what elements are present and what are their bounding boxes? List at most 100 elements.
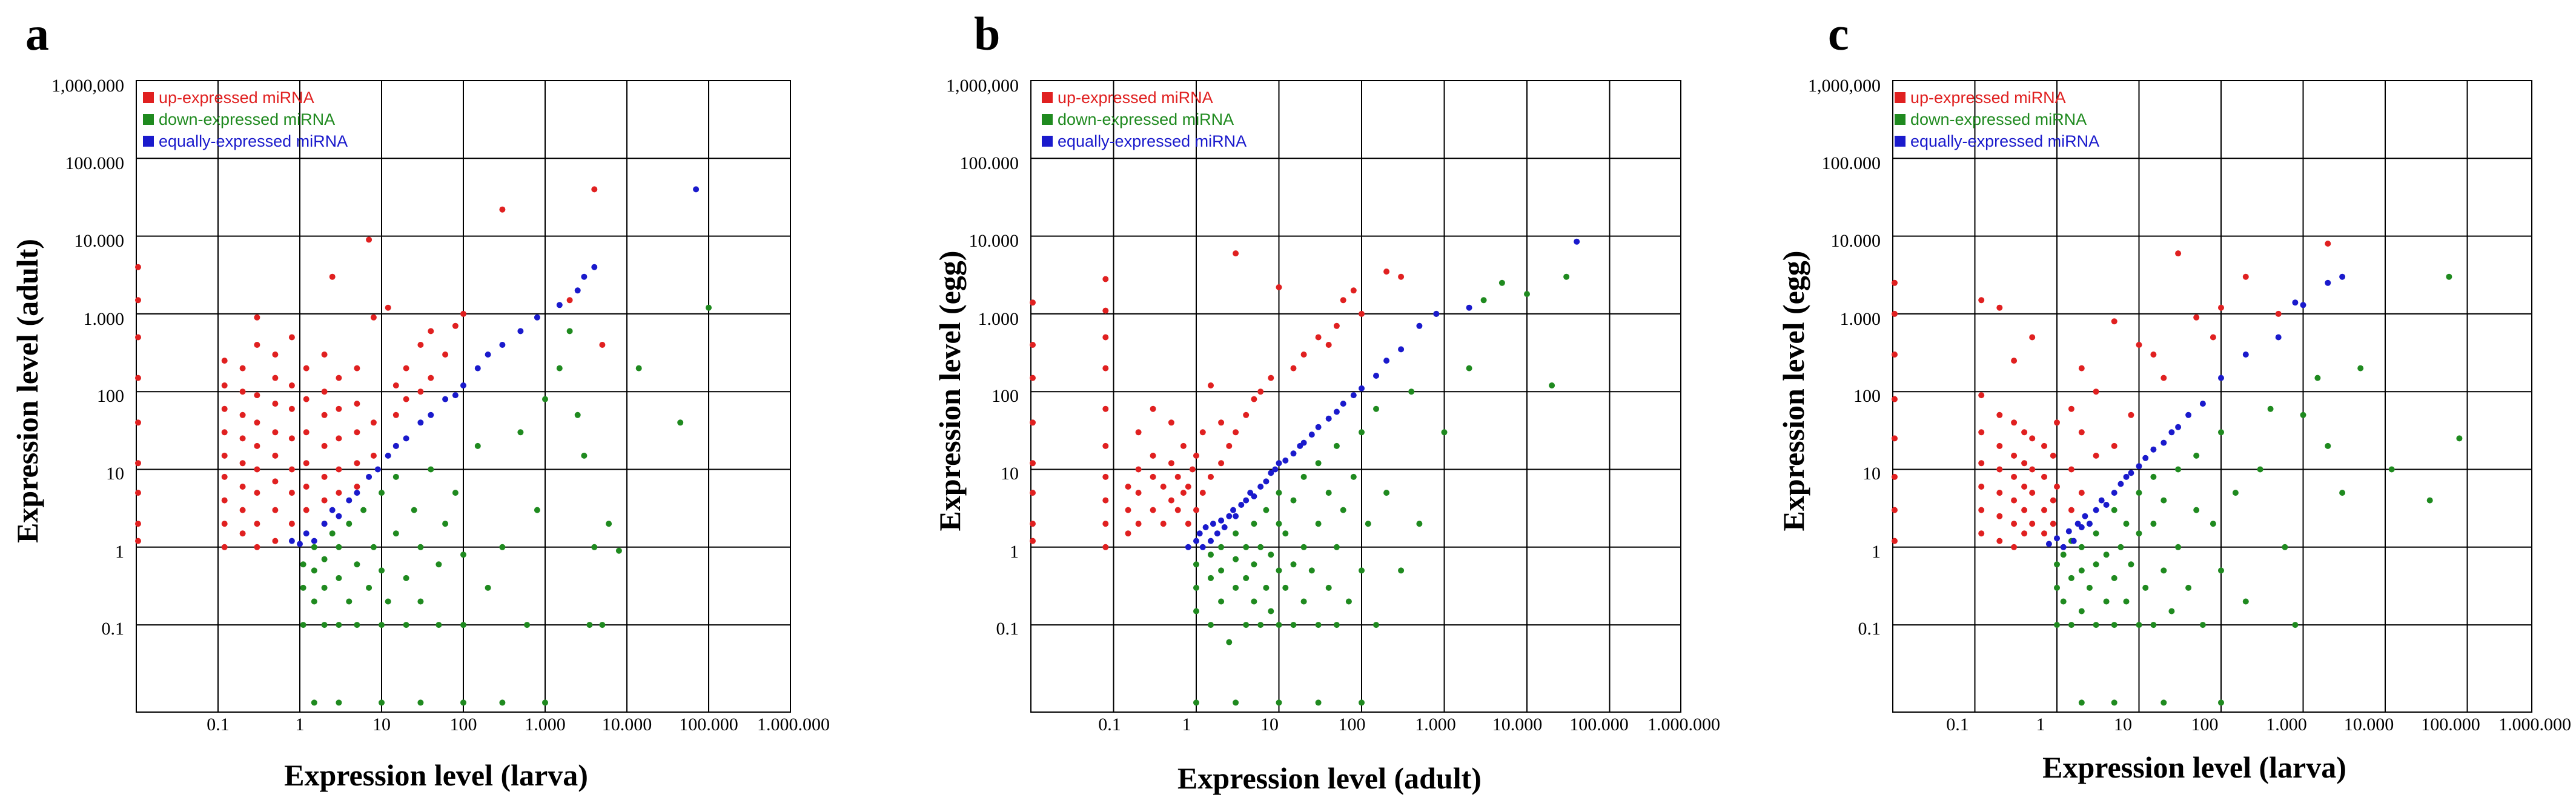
data-point-up	[1251, 396, 1257, 402]
data-point-down	[2150, 473, 2157, 480]
data-point-up	[2050, 497, 2056, 504]
data-point-down	[2068, 575, 2074, 581]
data-point-up	[2011, 452, 2018, 459]
data-point-equal	[474, 365, 481, 372]
data-point-up	[1398, 273, 1405, 280]
data-point-up	[1102, 442, 1109, 449]
data-point-equal	[1373, 373, 1379, 379]
data-point-up	[221, 358, 228, 364]
data-point-up	[272, 538, 279, 544]
data-point-equal	[2045, 541, 2052, 547]
data-point-up	[221, 473, 228, 480]
data-point-equal	[460, 382, 466, 388]
data-point-up	[135, 419, 141, 426]
data-point-equal	[517, 328, 524, 335]
data-point-up	[1125, 530, 1131, 537]
data-point-down	[1257, 622, 1264, 628]
legend-swatch-up	[1042, 92, 1053, 103]
legend-label-down: down-expressed miRNA	[1910, 110, 2087, 128]
data-point-down	[1300, 598, 1307, 605]
data-point-down	[635, 365, 642, 372]
data-point-down	[2111, 575, 2117, 581]
data-point-down	[586, 622, 593, 628]
data-point-down	[1290, 561, 1297, 568]
x-tick-label: 100.000	[2421, 715, 2480, 735]
data-point-down	[1208, 575, 1214, 581]
data-point-up	[2218, 304, 2224, 311]
data-point-down	[2314, 375, 2321, 381]
data-point-equal	[485, 352, 491, 358]
data-point-up	[2068, 466, 2074, 473]
data-point-equal	[1466, 304, 1472, 311]
data-point-down	[1315, 521, 1322, 527]
y-tick-label: 0.1	[102, 619, 125, 639]
data-point-down	[428, 466, 434, 473]
data-point-up	[1160, 484, 1167, 490]
data-point-up	[1102, 307, 1109, 314]
data-point-down	[2123, 598, 2130, 605]
points-b	[1030, 238, 1580, 706]
data-point-equal	[1243, 497, 1250, 504]
data-point-up	[303, 365, 310, 372]
panel-letter-a: a	[25, 7, 49, 60]
data-point-equal	[2142, 455, 2149, 461]
data-point-down	[1251, 598, 1257, 605]
data-point-up	[2041, 473, 2047, 480]
data-point-equal	[1272, 466, 1279, 473]
data-point-down	[417, 544, 424, 550]
data-point-down	[1563, 273, 1570, 280]
data-point-down	[1373, 622, 1379, 628]
data-point-up	[1268, 375, 1274, 381]
x-tick-label: 1	[2036, 715, 2045, 735]
data-point-down	[499, 699, 506, 706]
data-point-up	[385, 304, 391, 311]
data-point-up	[254, 392, 260, 399]
data-point-down	[1315, 622, 1322, 628]
data-point-down	[574, 411, 581, 418]
data-point-down	[2210, 521, 2216, 527]
data-point-up	[2029, 521, 2036, 527]
data-point-equal	[1202, 524, 1209, 530]
data-point-down	[1282, 530, 1289, 537]
data-point-down	[2136, 490, 2142, 496]
data-point-up	[2150, 352, 2157, 358]
data-point-equal	[1359, 385, 1365, 392]
data-point-down	[2357, 365, 2364, 372]
legend-swatch-down	[143, 114, 154, 125]
data-point-equal	[534, 314, 540, 321]
legend-c: up-expressed miRNA down-expressed miRNA …	[1895, 88, 2099, 150]
data-point-down	[2242, 598, 2249, 605]
data-point-down	[1208, 622, 1214, 628]
x-tick-label: 10	[2114, 715, 2132, 735]
data-point-down	[474, 442, 481, 449]
data-point-down	[1300, 544, 1307, 550]
data-point-equal	[417, 419, 424, 426]
data-point-up	[135, 521, 141, 527]
data-point-up	[2242, 273, 2249, 280]
data-point-up	[135, 460, 141, 467]
y-tick-label: 1.000	[978, 309, 1019, 329]
data-point-equal	[366, 473, 372, 480]
data-point-up	[303, 429, 310, 436]
data-point-up	[2011, 521, 2018, 527]
data-point-up	[221, 521, 228, 527]
data-point-down	[1498, 279, 1505, 286]
data-point-up	[1193, 452, 1199, 459]
legend-swatch-equal	[1042, 136, 1053, 147]
data-point-equal	[1257, 484, 1264, 490]
data-point-up	[2111, 318, 2117, 325]
data-point-equal	[1290, 450, 1297, 457]
data-point-up	[370, 314, 377, 321]
data-point-down	[2136, 530, 2142, 537]
data-point-down	[2325, 442, 2331, 449]
data-point-up	[1180, 442, 1187, 449]
data-point-down	[2160, 497, 2167, 504]
data-point-up	[239, 435, 246, 442]
data-point-up	[1174, 473, 1181, 480]
data-point-up	[288, 466, 295, 473]
data-point-up	[254, 342, 260, 348]
data-point-down	[1466, 365, 1472, 372]
data-point-equal	[428, 411, 434, 418]
data-point-down	[499, 544, 506, 550]
data-point-down	[360, 507, 367, 513]
